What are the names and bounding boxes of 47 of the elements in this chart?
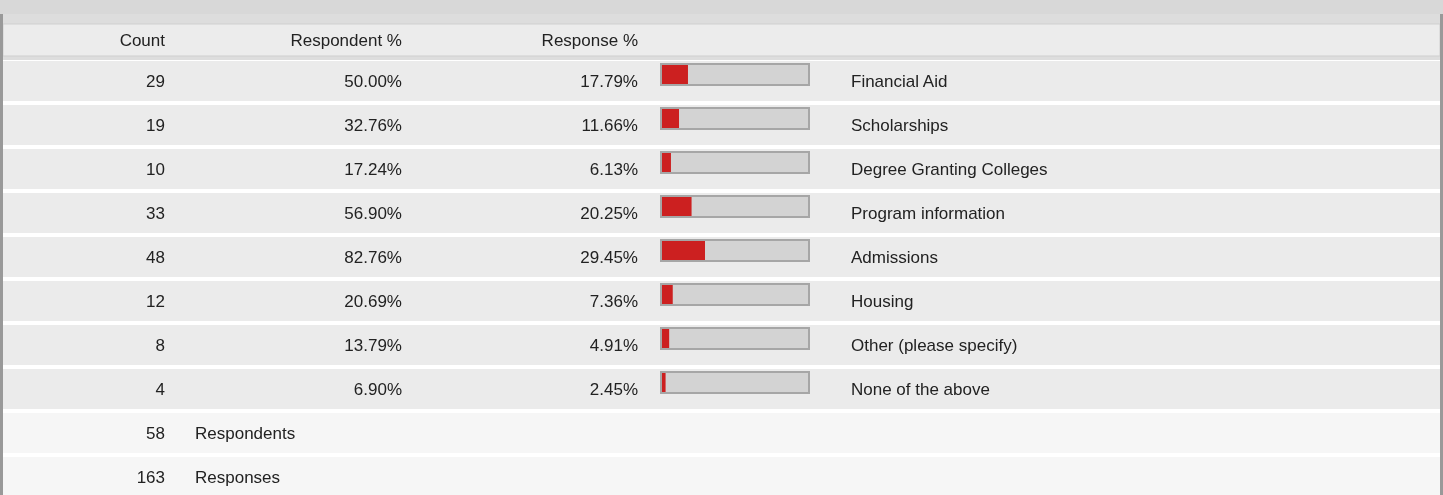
y-tick-label: Scholarships xyxy=(851,116,949,135)
y-tick-label: None of the above xyxy=(851,380,990,399)
text: 58 xyxy=(146,424,165,443)
text: Response % xyxy=(541,31,638,50)
y-tick-label: Admissions xyxy=(851,248,938,267)
bar xyxy=(662,285,673,304)
text: Responses xyxy=(195,468,281,487)
bar xyxy=(662,197,692,216)
data-label: 11.66% xyxy=(581,116,638,135)
text: 50.00% xyxy=(344,72,402,91)
text: 17.24% xyxy=(344,160,402,179)
data-label: 7.36% xyxy=(589,292,638,311)
y-tick-label: Financial Aid xyxy=(851,72,948,91)
text: 12 xyxy=(146,292,165,311)
y-tick-label: Housing xyxy=(851,292,914,311)
text: 163 xyxy=(136,468,165,487)
text: Count xyxy=(119,31,166,50)
y-tick-label: Degree Granting Colleges xyxy=(851,160,1048,179)
y-tick-label: Program information xyxy=(851,204,1006,223)
data-label: 2.45% xyxy=(589,380,638,399)
text: 8 xyxy=(155,336,165,355)
data-label: 17.79% xyxy=(580,72,638,91)
bar xyxy=(662,109,680,128)
data-label: 4.91% xyxy=(589,336,638,355)
text: 4 xyxy=(155,380,165,399)
text: 6.90% xyxy=(353,380,402,399)
data-label: 20.25% xyxy=(580,204,638,223)
bar xyxy=(662,153,671,172)
data-label: 6.13% xyxy=(589,160,638,179)
text: Respondent % xyxy=(290,31,402,50)
text: 48 xyxy=(146,248,165,267)
bar xyxy=(662,373,666,392)
bar xyxy=(662,65,688,84)
text: 29 xyxy=(146,72,165,91)
text: 32.76% xyxy=(344,116,402,135)
text: 33 xyxy=(146,204,165,223)
text: 20.69% xyxy=(344,292,402,311)
y-tick-label: Other (please specify) xyxy=(851,336,1018,355)
text: Respondents xyxy=(195,424,296,443)
text: 19 xyxy=(146,116,165,135)
data-label: 29.45% xyxy=(580,248,638,267)
text: 10 xyxy=(146,160,165,179)
text: 56.90% xyxy=(344,204,402,223)
bar xyxy=(662,329,670,348)
text: 82.76% xyxy=(344,248,402,267)
bar xyxy=(662,241,705,260)
text: 13.79% xyxy=(344,336,402,355)
